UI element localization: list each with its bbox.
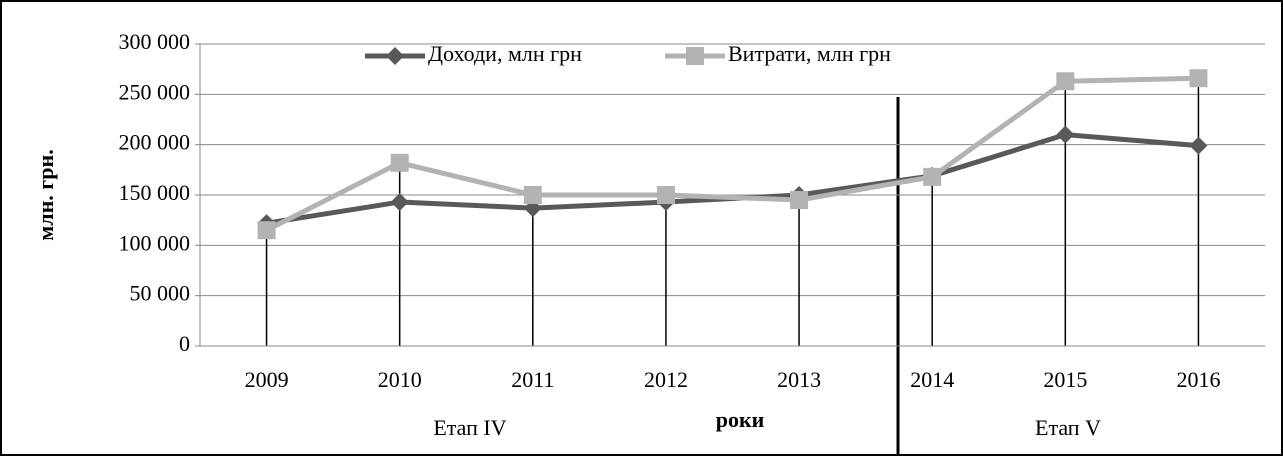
x-axis-label: роки: [716, 407, 765, 432]
marker: [656, 186, 675, 204]
x-tick-label: 2014: [910, 367, 954, 392]
x-tick-label: 2010: [378, 367, 422, 392]
y-tick-label: 300 000: [119, 29, 191, 54]
marker: [390, 153, 409, 172]
marker: [1189, 69, 1208, 88]
marker: [790, 191, 809, 210]
y-tick-label: 150 000: [119, 180, 191, 205]
marker: [257, 221, 276, 240]
annotation: Етап IV: [433, 415, 506, 440]
y-tick-label: 200 000: [119, 130, 191, 155]
marker: [686, 47, 704, 65]
y-tick-label: 250 000: [119, 79, 191, 104]
y-axis-label: млн. грн.: [33, 149, 58, 240]
y-tick-label: 100 000: [119, 230, 191, 255]
y-tick-label: 0: [179, 331, 190, 356]
marker: [1056, 72, 1075, 91]
x-tick-label: 2009: [245, 367, 289, 392]
marker: [390, 193, 409, 212]
series-line: [265, 75, 1199, 233]
x-tick-label: 2015: [1043, 367, 1087, 392]
x-tick-label: 2016: [1176, 367, 1220, 392]
marker: [386, 47, 404, 65]
marker: [1189, 136, 1208, 155]
legend-label: Доходи, млн грн: [428, 41, 582, 66]
marker: [923, 167, 942, 186]
legend-label: Витрати, млн грн: [728, 41, 891, 66]
marker: [1056, 125, 1075, 144]
x-tick-label: 2012: [644, 367, 688, 392]
marker: [523, 186, 542, 204]
x-tick-label: 2013: [777, 367, 821, 392]
annotation: Етап V: [1035, 415, 1101, 440]
y-tick-label: 50 000: [130, 281, 191, 306]
x-tick-label: 2011: [511, 367, 554, 392]
